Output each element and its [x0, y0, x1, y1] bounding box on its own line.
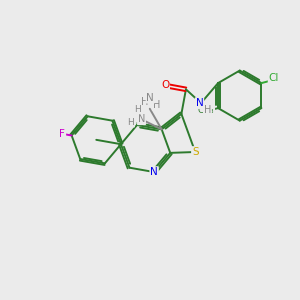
- Text: H: H: [134, 105, 141, 114]
- Text: H: H: [204, 105, 211, 115]
- Text: N: N: [196, 98, 203, 108]
- Text: N: N: [150, 167, 158, 177]
- Text: Cl: Cl: [268, 73, 279, 83]
- Text: S: S: [192, 147, 199, 157]
- Text: H: H: [141, 97, 148, 107]
- Text: N: N: [146, 93, 154, 103]
- Text: O: O: [161, 80, 169, 91]
- Text: H: H: [153, 100, 160, 110]
- Text: CH₃: CH₃: [198, 106, 214, 115]
- Text: N: N: [138, 114, 145, 124]
- Text: F: F: [59, 129, 65, 139]
- Text: H: H: [128, 118, 134, 127]
